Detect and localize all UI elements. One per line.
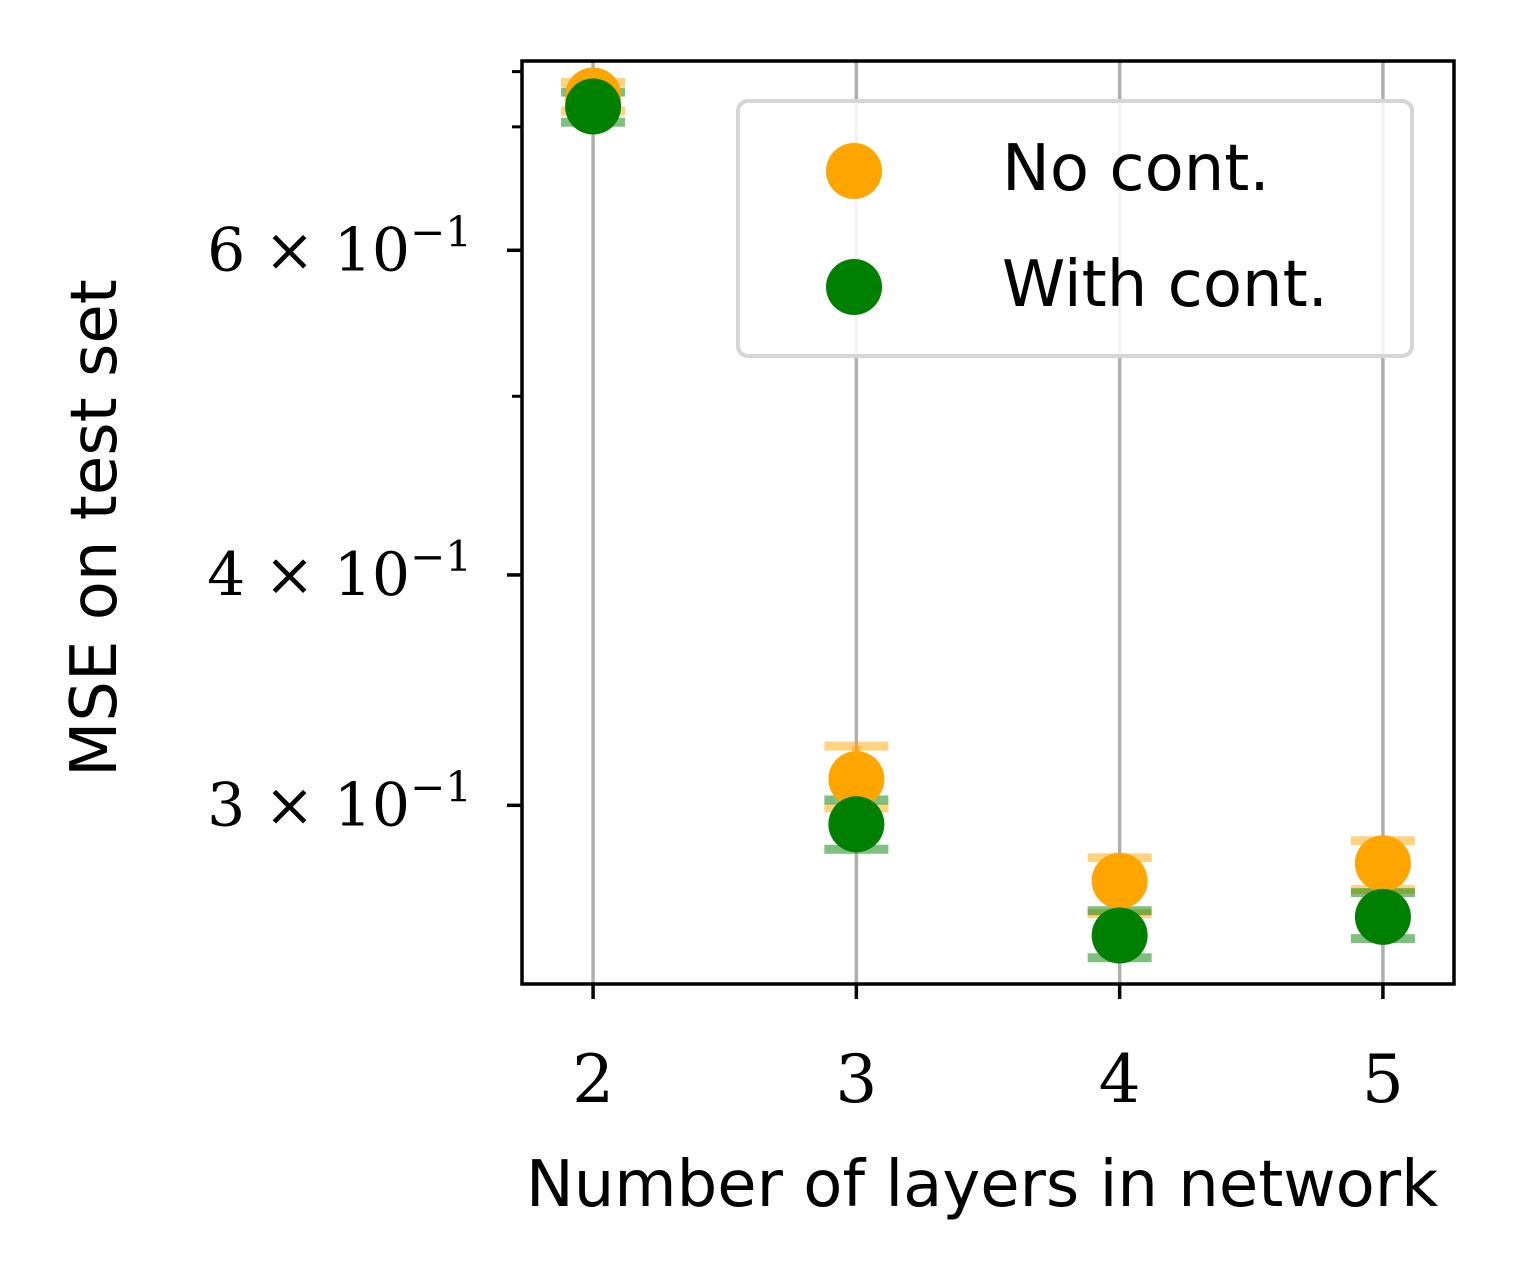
y-tick-label-4: 4 × 10−1	[207, 532, 472, 610]
point-with-cont-2	[565, 78, 622, 135]
x-tick-label-3: 3	[835, 1041, 877, 1118]
y-axis-label: MSE on test set	[58, 279, 132, 777]
legend-box	[736, 99, 1414, 358]
y-tick-label-6: 6 × 10−1	[207, 207, 472, 285]
axis-ticks: 2 3 4 5 3 × 10−1 4 × 10−1 6 × 10−1	[207, 70, 1404, 1118]
point-with-cont-5	[1354, 888, 1411, 945]
point-no-cont-3	[828, 751, 885, 808]
x-tick-label-5: 5	[1362, 1041, 1404, 1118]
legend-label-no-cont: No cont.	[1002, 132, 1270, 206]
plot-area-frame	[520, 59, 1456, 986]
y-tick-label-3: 3 × 10−1	[207, 762, 472, 840]
legend-marker-with-cont	[826, 259, 882, 315]
legend-marker-no-cont	[826, 143, 882, 199]
x-tick-label-2: 2	[572, 1041, 614, 1118]
point-no-cont-5	[1354, 835, 1411, 892]
legend: No cont. With cont.	[736, 99, 1414, 358]
legend-label-with-cont: With cont.	[1002, 248, 1328, 322]
point-with-cont-4	[1091, 907, 1148, 964]
x-tick-label-4: 4	[1099, 1041, 1141, 1118]
point-no-cont-4	[1091, 852, 1148, 909]
x-axis-label: Number of layers in network	[526, 1148, 1438, 1222]
data-points	[565, 67, 1411, 964]
point-with-cont-3	[828, 796, 885, 853]
